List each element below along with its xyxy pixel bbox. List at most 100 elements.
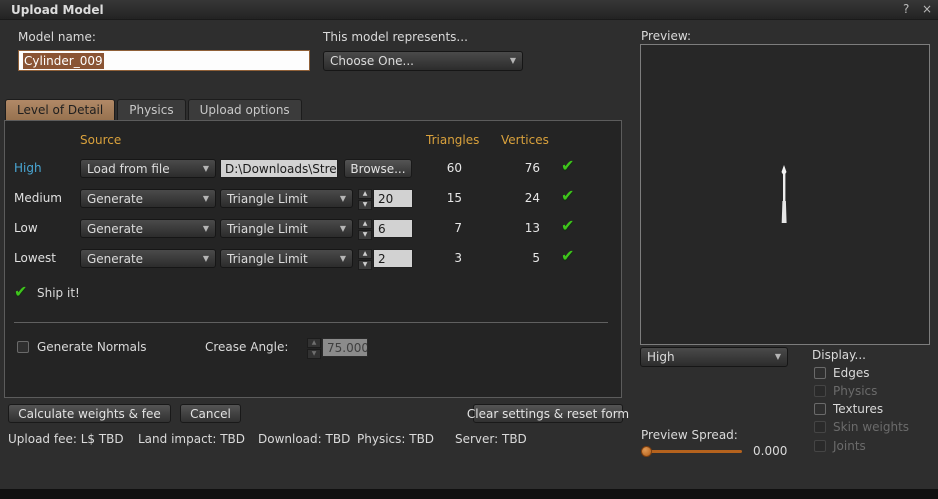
checkmark-icon: ✔	[561, 156, 575, 175]
lod-low-source-value: Generate	[87, 221, 144, 236]
lod-low-limit-dropdown[interactable]: Triangle Limit ▼	[220, 219, 353, 238]
lod-lowest-source-dropdown[interactable]: Generate ▼	[80, 249, 216, 268]
lod-row-label-high: High	[14, 161, 42, 175]
crease-angle-value: 75.000	[327, 340, 368, 355]
clear-settings-reset-button[interactable]: Clear settings & reset form	[467, 404, 629, 423]
bottom-strip	[0, 489, 938, 499]
lod-high-file-path: D:\Downloads\Streetla	[225, 161, 337, 176]
preview-lod-value: High	[647, 350, 675, 364]
model-represents-value: Choose One...	[330, 54, 414, 68]
display-label: Display...	[812, 348, 866, 362]
lod-medium-triangles: 15	[446, 191, 462, 205]
lod-high-source-dropdown[interactable]: Load from file ▼	[80, 159, 216, 178]
chevron-down-icon: ▼	[202, 163, 209, 173]
lod-low-triangles: 7	[454, 221, 462, 235]
calculate-weights-fee-button[interactable]: Calculate weights & fee	[8, 404, 171, 423]
lod-lowest-vertices: 5	[532, 251, 540, 265]
lod-high-source-value: Load from file	[87, 161, 170, 176]
download-text: Download: TBD	[258, 432, 351, 446]
cancel-button[interactable]: Cancel	[180, 404, 241, 423]
checkmark-icon: ✔	[561, 246, 575, 265]
preview-spread-value: 0.000	[753, 444, 788, 458]
help-icon[interactable]: ?	[903, 2, 910, 16]
spinner-down-icon[interactable]: ▼	[358, 230, 372, 240]
checkmark-icon: ✔	[561, 186, 575, 205]
lod-row-label-low: Low	[14, 221, 38, 235]
lod-medium-source-dropdown[interactable]: Generate ▼	[80, 189, 216, 208]
physics-text: Physics: TBD	[357, 432, 435, 446]
preview-spread-slider-thumb[interactable]	[641, 446, 652, 457]
spinner-down-icon[interactable]: ▼	[358, 260, 372, 270]
lod-medium-limit-stepper: ▲ ▼	[358, 189, 372, 210]
lod-low-source-dropdown[interactable]: Generate ▼	[80, 219, 216, 238]
spinner-down-icon[interactable]: ▼	[358, 200, 372, 210]
display-edges-checkbox[interactable]	[814, 367, 826, 379]
preview-label: Preview:	[641, 29, 692, 43]
title-bar[interactable]: Upload Model ? ×	[0, 0, 938, 20]
lod-lowest-triangles: 3	[454, 251, 462, 265]
close-icon[interactable]: ×	[922, 2, 933, 16]
generate-normals-checkbox[interactable]	[17, 341, 29, 353]
chevron-down-icon: ▼	[202, 223, 209, 233]
spinner-up-icon[interactable]: ▲	[358, 249, 372, 259]
model-name-value: Cylinder_009	[23, 52, 104, 69]
chevron-down-icon: ▼	[339, 253, 346, 263]
model-preview-object	[781, 165, 787, 223]
vertices-column-header: Vertices	[501, 133, 549, 147]
chevron-down-icon: ▼	[339, 223, 346, 233]
crease-angle-input: 75.000	[322, 338, 368, 357]
preview-spread-label: Preview Spread:	[641, 428, 738, 442]
display-physics-label: Physics	[833, 384, 878, 398]
tab-level-of-detail[interactable]: Level of Detail	[5, 99, 116, 120]
tab-bar: Level of Detail Physics Upload options	[5, 99, 304, 120]
lod-status-text: Ship it!	[37, 286, 80, 300]
lod-row-label-lowest: Lowest	[14, 251, 56, 265]
lod-low-limit-stepper: ▲ ▼	[358, 219, 372, 240]
chevron-down-icon: ▼	[339, 193, 346, 203]
lod-lowest-limit-mode: Triangle Limit	[227, 251, 308, 266]
lod-medium-source-value: Generate	[87, 191, 144, 206]
lod-lowest-source-value: Generate	[87, 251, 144, 266]
spinner-up-icon[interactable]: ▲	[358, 219, 372, 229]
spinner-up-icon[interactable]: ▲	[358, 189, 372, 199]
server-text: Server: TBD	[455, 432, 527, 446]
display-joints-checkbox	[814, 440, 826, 452]
generate-normals-label: Generate Normals	[37, 340, 147, 354]
tab-physics[interactable]: Physics	[117, 99, 186, 120]
lod-low-vertices: 13	[524, 221, 540, 235]
tab-upload-options[interactable]: Upload options	[187, 99, 302, 120]
crease-angle-stepper: ▲ ▼	[307, 338, 321, 359]
display-textures-checkbox[interactable]	[814, 403, 826, 415]
lod-medium-limit-value: 20	[378, 191, 394, 206]
chevron-down-icon: ▼	[509, 56, 516, 65]
lod-low-limit-value: 6	[378, 221, 386, 236]
display-joints-label: Joints	[833, 439, 866, 453]
lod-lowest-limit-stepper: ▲ ▼	[358, 249, 372, 270]
lod-low-limit-input[interactable]: 6	[373, 219, 413, 238]
lod-high-file-input[interactable]: D:\Downloads\Streetla	[220, 159, 338, 178]
display-skin-weights-label: Skin weights	[833, 420, 910, 434]
spinner-down-icon: ▼	[307, 349, 321, 359]
land-impact-text: Land impact: TBD	[138, 432, 246, 446]
checkmark-icon: ✔	[14, 282, 28, 301]
display-textures-label: Textures	[833, 402, 884, 416]
preview-lod-dropdown[interactable]: High ▼	[640, 347, 788, 367]
preview-canvas[interactable]	[640, 44, 930, 345]
lod-lowest-limit-dropdown[interactable]: Triangle Limit ▼	[220, 249, 353, 268]
upload-fee-text: Upload fee: L$ TBD	[8, 432, 124, 446]
lod-medium-limit-input[interactable]: 20	[373, 189, 413, 208]
lod-medium-limit-dropdown[interactable]: Triangle Limit ▼	[220, 189, 353, 208]
preview-spread-slider[interactable]	[641, 450, 742, 453]
lod-lowest-limit-input[interactable]: 2	[373, 249, 413, 268]
browse-button[interactable]: Browse...	[344, 159, 412, 178]
chevron-down-icon: ▼	[774, 352, 781, 361]
lod-lowest-limit-value: 2	[378, 251, 386, 266]
lod-row-label-medium: Medium	[14, 191, 62, 205]
model-represents-dropdown[interactable]: Choose One... ▼	[323, 51, 523, 71]
lod-medium-vertices: 24	[524, 191, 540, 205]
chevron-down-icon: ▼	[202, 253, 209, 263]
spinner-up-icon: ▲	[307, 338, 321, 348]
lod-medium-limit-mode: Triangle Limit	[227, 191, 308, 206]
model-name-input[interactable]: Cylinder_009	[18, 50, 310, 71]
